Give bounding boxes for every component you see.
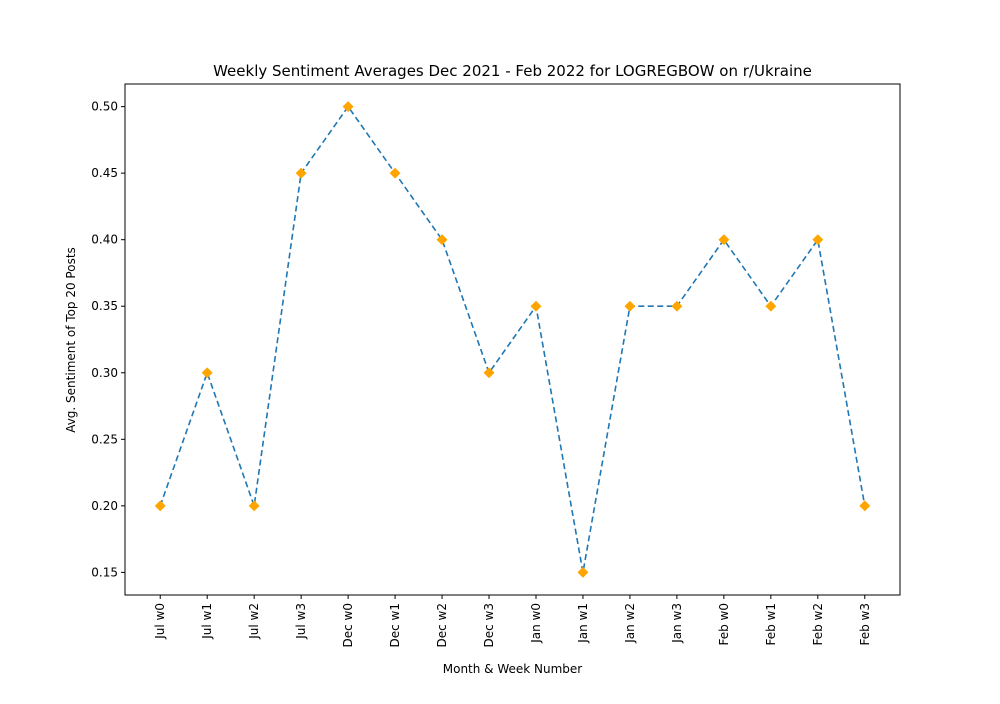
x-tick-label-14: Feb w2 bbox=[811, 603, 825, 646]
data-point-3 bbox=[295, 167, 307, 179]
y-axis-label: Avg. Sentiment of Top 20 Posts bbox=[64, 247, 78, 433]
data-point-5 bbox=[389, 167, 401, 179]
y-tick-label-3: 0.30 bbox=[91, 366, 118, 380]
x-tick-label-4: Dec w0 bbox=[341, 603, 355, 647]
x-tick-label-5: Dec w1 bbox=[388, 603, 402, 647]
plot-area: 0.15 0.20 0.25 0.30 0.35 0.40 0.45 0.50 Jul w0 Ju… bbox=[91, 83, 901, 647]
x-axis-label: Month & Week Number bbox=[443, 662, 583, 676]
data-point-1 bbox=[201, 367, 213, 379]
x-tick-label-9: Jan w1 bbox=[576, 603, 590, 644]
data-point-10 bbox=[624, 300, 636, 312]
data-point-15 bbox=[859, 500, 871, 512]
data-point-2 bbox=[248, 500, 260, 512]
data-point-14 bbox=[812, 234, 824, 246]
data-point-8 bbox=[530, 300, 542, 312]
x-tick-label-3: Jul w3 bbox=[294, 603, 308, 640]
data-point-13 bbox=[765, 300, 777, 312]
series-line-0 bbox=[159, 105, 866, 573]
data-point-9 bbox=[577, 566, 589, 578]
x-tick-label-2: Jul w2 bbox=[247, 603, 261, 640]
data-point-11 bbox=[671, 300, 683, 312]
data-point-4 bbox=[342, 101, 354, 113]
x-tick-label-15: Feb w3 bbox=[858, 603, 872, 646]
data-point-0 bbox=[154, 500, 166, 512]
x-tick-label-6: Dec w2 bbox=[435, 603, 449, 647]
x-tick-label-7: Dec w3 bbox=[482, 603, 496, 647]
y-tick-label-1: 0.20 bbox=[91, 499, 118, 513]
x-tick-label-1: Jul w1 bbox=[200, 603, 214, 640]
y-tick-label-7: 0.50 bbox=[91, 100, 118, 114]
y-tick-label-4: 0.35 bbox=[91, 299, 118, 313]
data-point-6 bbox=[436, 234, 448, 246]
x-tick-label-12: Feb w0 bbox=[717, 603, 731, 646]
x-tick-label-0: Jul w0 bbox=[153, 603, 167, 640]
x-tick-label-8: Jan w0 bbox=[529, 603, 543, 644]
y-tick-label-0: 0.15 bbox=[91, 565, 118, 579]
data-point-7 bbox=[483, 367, 495, 379]
plot-frame bbox=[124, 83, 901, 596]
chart-title: Weekly Sentiment Averages Dec 2021 - Feb… bbox=[213, 62, 812, 80]
y-tick-label-2: 0.25 bbox=[91, 432, 118, 446]
data-point-12 bbox=[718, 234, 730, 246]
x-tick-label-11: Jan w3 bbox=[670, 603, 684, 644]
x-tick-label-10: Jan w2 bbox=[623, 603, 637, 644]
y-tick-label-5: 0.40 bbox=[91, 233, 118, 247]
x-tick-label-13: Feb w1 bbox=[764, 603, 778, 646]
y-tick-label-6: 0.45 bbox=[91, 166, 118, 180]
